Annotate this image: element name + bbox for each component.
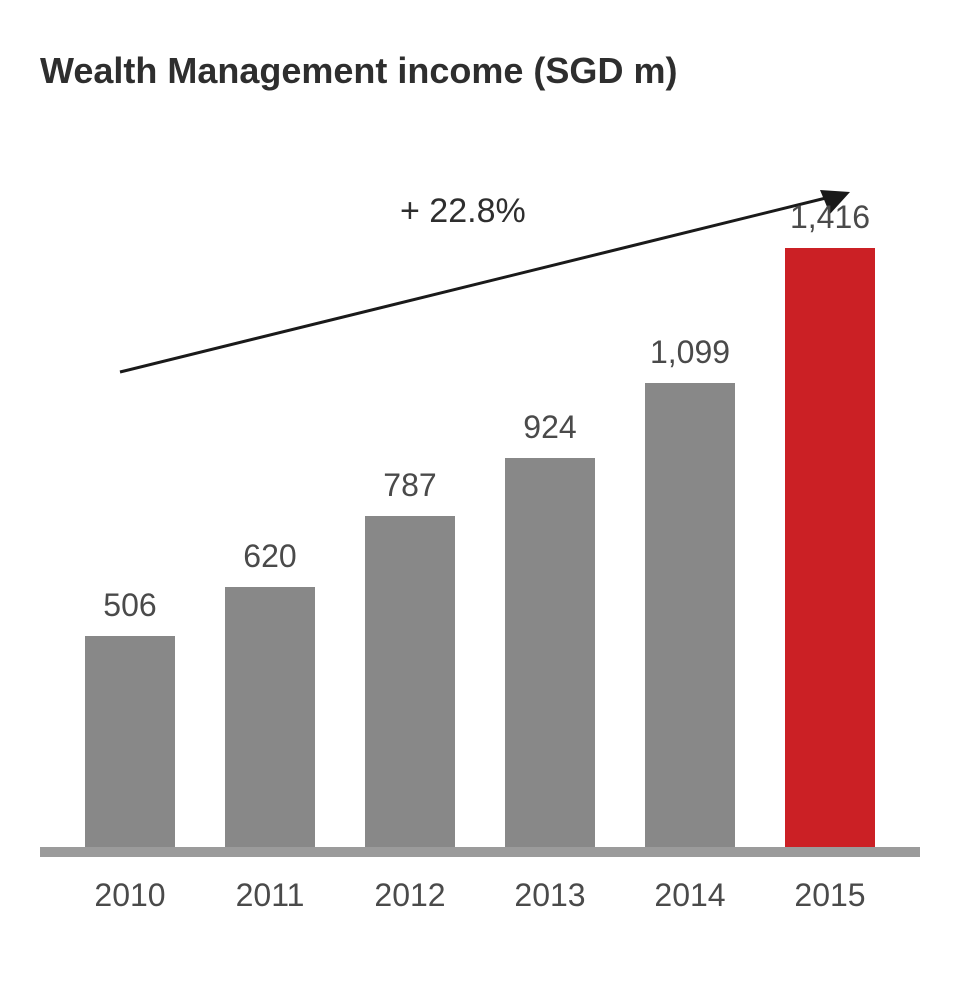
bar-value-label: 1,099 (650, 334, 730, 371)
bar-value-label: 620 (243, 538, 296, 575)
bar (225, 587, 315, 852)
x-axis-label: 2011 (205, 877, 335, 914)
bar (365, 516, 455, 852)
bar-value-label: 506 (103, 587, 156, 624)
bar (645, 383, 735, 852)
x-axis-label: 2010 (65, 877, 195, 914)
bar-group: 620 (205, 538, 335, 852)
x-axis-label: 2013 (485, 877, 615, 914)
x-axis-baseline (40, 847, 920, 857)
bars-area: 5066207879241,0991,416 (40, 212, 920, 852)
bar (785, 248, 875, 852)
chart-title: Wealth Management income (SGD m) (40, 50, 920, 92)
bar-value-label: 924 (523, 409, 576, 446)
x-axis-label: 2015 (765, 877, 895, 914)
bar-group: 787 (345, 467, 475, 852)
bar-group: 1,416 (765, 199, 895, 852)
bar-value-label: 787 (383, 467, 436, 504)
bar-group: 924 (485, 409, 615, 852)
bar-chart: Wealth Management income (SGD m) + 22.8%… (40, 50, 920, 950)
bar (505, 458, 595, 852)
bar-group: 506 (65, 587, 195, 852)
bar-group: 1,099 (625, 334, 755, 852)
plot-area: + 22.8% 5066207879241,0991,416 (40, 132, 920, 852)
bar-value-label: 1,416 (790, 199, 870, 236)
bar (85, 636, 175, 852)
x-axis-label: 2014 (625, 877, 755, 914)
x-axis-labels: 2010 2011 2012 2013 2014 2015 (40, 852, 920, 914)
x-axis-label: 2012 (345, 877, 475, 914)
